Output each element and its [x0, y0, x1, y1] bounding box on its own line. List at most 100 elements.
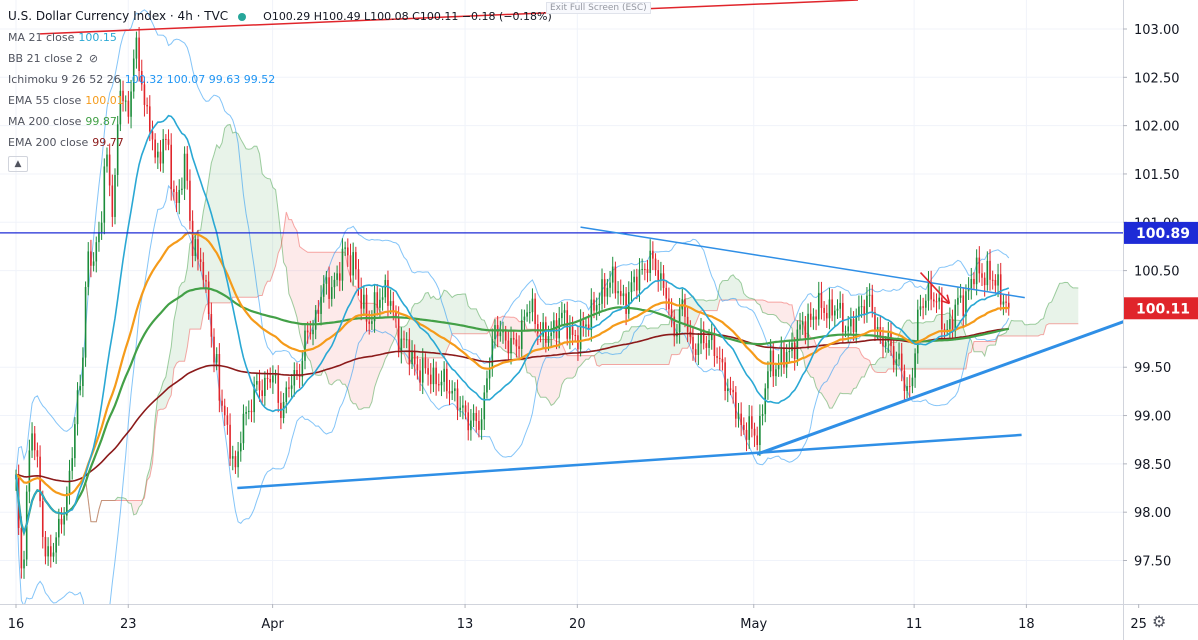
y-tick-label: 99.00: [1134, 410, 1171, 425]
candle-body: [191, 220, 194, 256]
ma-21-line: [15, 114, 1010, 536]
candle-body: [708, 340, 710, 348]
candle-body: [630, 282, 633, 293]
candle-body: [633, 276, 635, 283]
candle-body: [579, 320, 582, 350]
candle-body: [119, 90, 122, 125]
candle-body: [148, 106, 151, 132]
candle-body: [796, 329, 799, 359]
candle-body: [146, 104, 148, 107]
candle-body: [735, 392, 737, 419]
ohlc-values: O100.29 H100.49 L100.08 C100.11 −0.18 (−…: [263, 10, 552, 23]
candle-body: [678, 309, 681, 333]
indicator-row[interactable]: BB 21 close 2 ⊘: [8, 48, 552, 69]
candle-body: [900, 353, 903, 371]
candle-body: [718, 357, 721, 359]
indicator-row[interactable]: EMA 55 close 100.01: [8, 90, 552, 111]
candle-body: [983, 277, 986, 286]
candle-body: [938, 297, 940, 302]
candle-body: [336, 273, 338, 280]
candle-body: [903, 370, 906, 392]
candle-body: [167, 139, 170, 145]
y-tick-label: 102.00: [1134, 120, 1180, 135]
indicator-list: MA 21 close 100.15 BB 21 close 2 ⊘ Ichimoku …: [8, 27, 552, 153]
candle-body: [759, 415, 761, 446]
candle-body: [767, 371, 769, 389]
gear-icon[interactable]: ⚙: [1152, 612, 1167, 631]
candle-body: [817, 292, 820, 320]
x-tick-label: Apr: [261, 617, 284, 632]
candle-body: [617, 291, 619, 294]
candle-body: [165, 138, 167, 140]
candle-body: [157, 151, 159, 158]
fullscreen-hint[interactable]: Exit Full Screen (ESC): [546, 2, 651, 14]
candle-body: [1007, 302, 1010, 309]
candle-body: [84, 287, 87, 358]
candle-body: [654, 258, 657, 271]
candle-body: [668, 298, 670, 310]
candle-body: [871, 294, 874, 312]
candle-body: [991, 279, 994, 281]
candle-body: [908, 386, 911, 388]
candle-body: [943, 329, 946, 331]
candle-body: [261, 390, 263, 397]
candle-body: [743, 424, 745, 430]
candle-body: [63, 515, 65, 525]
candle-body: [381, 297, 384, 300]
candle-body: [205, 280, 207, 282]
candle-body: [641, 269, 643, 271]
candle-body: [831, 299, 833, 316]
candle-body: [36, 450, 39, 457]
candle-body: [587, 324, 590, 331]
candle-body: [194, 239, 197, 256]
candle-body: [127, 100, 130, 117]
symbol-title[interactable]: U.S. Dollar Currency Index · 4h · TVC: [8, 9, 229, 23]
candle-body: [858, 306, 860, 316]
candle-body: [545, 322, 547, 343]
candle-body: [162, 138, 164, 164]
candle-body: [186, 153, 189, 181]
eye-slash-icon[interactable]: ⊘: [88, 52, 99, 65]
horizontal-level-tag: [1124, 221, 1198, 244]
candle-body: [494, 325, 496, 340]
candle-body: [785, 352, 788, 368]
candle-body: [231, 456, 234, 459]
x-tick-label: 18: [1018, 617, 1035, 632]
candle-body: [189, 180, 191, 221]
candle-body: [986, 260, 989, 286]
candle-body: [301, 360, 304, 377]
candle-body: [692, 336, 694, 350]
current-price-tag: [1124, 297, 1198, 320]
candle-body: [82, 357, 84, 387]
candle-body: [325, 277, 328, 284]
indicator-row[interactable]: MA 21 close 100.15: [8, 27, 552, 48]
candle-body: [673, 316, 676, 337]
x-tick-label: 11: [906, 617, 923, 632]
candle-body: [657, 270, 660, 281]
candle-body: [892, 346, 895, 365]
candle-body: [111, 185, 114, 217]
candle-body: [90, 251, 92, 266]
candle-body: [812, 316, 815, 320]
candle-body: [916, 309, 919, 354]
candle-body: [47, 546, 49, 557]
trend-line: [237, 433, 1022, 490]
candle-body: [999, 274, 1002, 305]
candle-body: [405, 339, 408, 341]
candle-body: [520, 320, 523, 349]
y-tick-label: 102.50: [1134, 71, 1180, 86]
candle-body: [807, 313, 809, 338]
candle-body: [665, 287, 668, 299]
candle-body: [274, 374, 277, 376]
candle-body: [338, 273, 341, 281]
indicator-row[interactable]: Ichimoku 9 26 52 26 100.32 100.07 99.63 9…: [8, 69, 552, 90]
indicator-row[interactable]: EMA 200 close 99.77: [8, 132, 552, 153]
chevron-up-icon[interactable]: ▲: [8, 156, 28, 172]
indicator-row[interactable]: MA 200 close 99.87: [8, 111, 552, 132]
candle-body: [33, 433, 36, 451]
candle-body: [213, 336, 215, 363]
ema-55-line: [15, 231, 1009, 497]
candle-body: [702, 329, 705, 344]
candle-body: [28, 450, 31, 492]
